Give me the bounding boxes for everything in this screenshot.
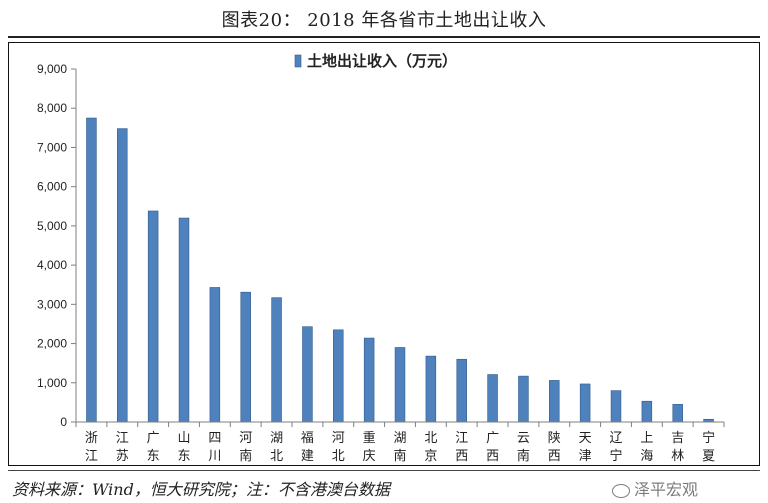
x-category-label: 庆 xyxy=(363,449,376,464)
x-category-label: 陕 xyxy=(548,431,561,446)
x-category-label: 苏 xyxy=(116,448,129,464)
bar-chart: 0 1,000 2,000 3,000 4,000 5,000 6,000 7,000 8,00… xyxy=(37,52,725,464)
x-category-label: 南 xyxy=(239,448,252,464)
x-category-label: 四 xyxy=(208,431,221,446)
bar xyxy=(641,400,653,423)
x-category-label: 广 xyxy=(486,431,499,446)
x-category-label: 西 xyxy=(486,449,499,464)
legend: 土地出让收入（万元） xyxy=(294,52,457,70)
bar xyxy=(487,374,498,423)
bar xyxy=(271,297,282,423)
bar xyxy=(209,287,221,423)
x-category-label: 西 xyxy=(455,449,468,464)
bar xyxy=(456,358,467,423)
x-category-label: 上 xyxy=(640,431,653,446)
x-category-label: 西 xyxy=(548,449,561,464)
source-divider xyxy=(8,470,760,471)
x-category-label: 川 xyxy=(208,449,221,464)
bar xyxy=(363,337,375,423)
y-tick-label: 0 xyxy=(60,415,67,429)
y-tick-label: 1,000 xyxy=(37,376,67,390)
bar xyxy=(333,329,344,423)
x-category-label: 江 xyxy=(455,431,468,446)
x-category-label: 重 xyxy=(363,430,376,446)
x-category-label: 津 xyxy=(579,449,592,464)
bars xyxy=(86,117,714,423)
watermark-text: 泽平宏观 xyxy=(634,480,699,499)
x-category-label: 北 xyxy=(424,431,437,446)
x-category-label: 北 xyxy=(332,449,345,464)
x-category-label: 辽 xyxy=(609,431,622,446)
wechat-icon xyxy=(612,483,630,498)
x-category-label: 天 xyxy=(579,431,592,446)
x-category-label: 东 xyxy=(177,449,190,464)
watermark: 泽平宏观 xyxy=(612,476,698,500)
y-axis: 0 1,000 2,000 3,000 4,000 5,000 6,000 7,000 8,00… xyxy=(37,62,77,429)
x-category-label: 浙 xyxy=(85,431,98,446)
x-category-label: 河 xyxy=(332,431,345,446)
x-category-label: 吉 xyxy=(671,431,684,446)
x-category-label: 北 xyxy=(270,449,283,464)
y-tick-label: 6,000 xyxy=(37,180,67,194)
bar xyxy=(147,210,159,423)
x-category-label: 云 xyxy=(517,431,530,446)
y-tick-label: 8,000 xyxy=(37,101,67,115)
x-category-label: 京 xyxy=(424,449,437,464)
bar xyxy=(518,375,529,423)
x-axis: 浙江江苏广东山东四川河南湖北福建河北重庆湖南北京江西广西云南陕西天津辽宁上海吉林… xyxy=(75,421,725,464)
figure-title: 图表20： 2018 年各省市土地出让收入 xyxy=(221,10,547,31)
x-category-label: 江 xyxy=(116,431,129,446)
bar xyxy=(117,128,128,423)
bar xyxy=(425,355,437,423)
x-category-label: 南 xyxy=(393,448,406,464)
bar xyxy=(610,390,622,423)
title-divider xyxy=(8,36,760,38)
x-category-label: 福 xyxy=(301,431,314,446)
y-tick-label: 5,000 xyxy=(37,219,67,233)
bar xyxy=(672,404,683,423)
x-category-label: 湖 xyxy=(270,431,283,446)
y-tick-label: 9,000 xyxy=(37,62,67,76)
x-category-label: 河 xyxy=(239,431,252,446)
legend-label: 土地出让收入（万元） xyxy=(307,52,457,70)
bar xyxy=(549,380,560,423)
bar xyxy=(394,347,406,423)
x-category-label: 广 xyxy=(147,431,160,446)
bar xyxy=(302,326,313,423)
x-category-label: 宁 xyxy=(609,448,622,464)
y-tick-label: 2,000 xyxy=(37,337,67,351)
x-category-label: 夏 xyxy=(702,449,715,464)
bar xyxy=(240,291,251,423)
bar xyxy=(579,383,591,423)
bar xyxy=(178,217,190,423)
chart-frame: 0 1,000 2,000 3,000 4,000 5,000 6,000 7,000 8,00… xyxy=(8,42,760,466)
x-category-label: 建 xyxy=(301,449,314,464)
x-category-label: 江 xyxy=(85,449,98,464)
y-tick-label: 7,000 xyxy=(37,140,67,154)
legend-swatch xyxy=(294,54,302,68)
x-category-label: 海 xyxy=(640,449,653,464)
x-category-label: 林 xyxy=(671,449,684,464)
x-category-label: 山 xyxy=(177,431,190,446)
y-tick-label: 4,000 xyxy=(37,258,67,272)
x-category-label: 东 xyxy=(147,449,160,464)
source-note: 资料来源：Wind，恒大研究院；注：不含港澳台数据 xyxy=(12,480,390,499)
x-category-label: 湖 xyxy=(393,431,406,446)
x-category-label: 南 xyxy=(517,448,530,464)
bar xyxy=(86,117,97,423)
y-tick-label: 3,000 xyxy=(37,297,67,311)
x-category-label: 宁 xyxy=(702,430,715,446)
